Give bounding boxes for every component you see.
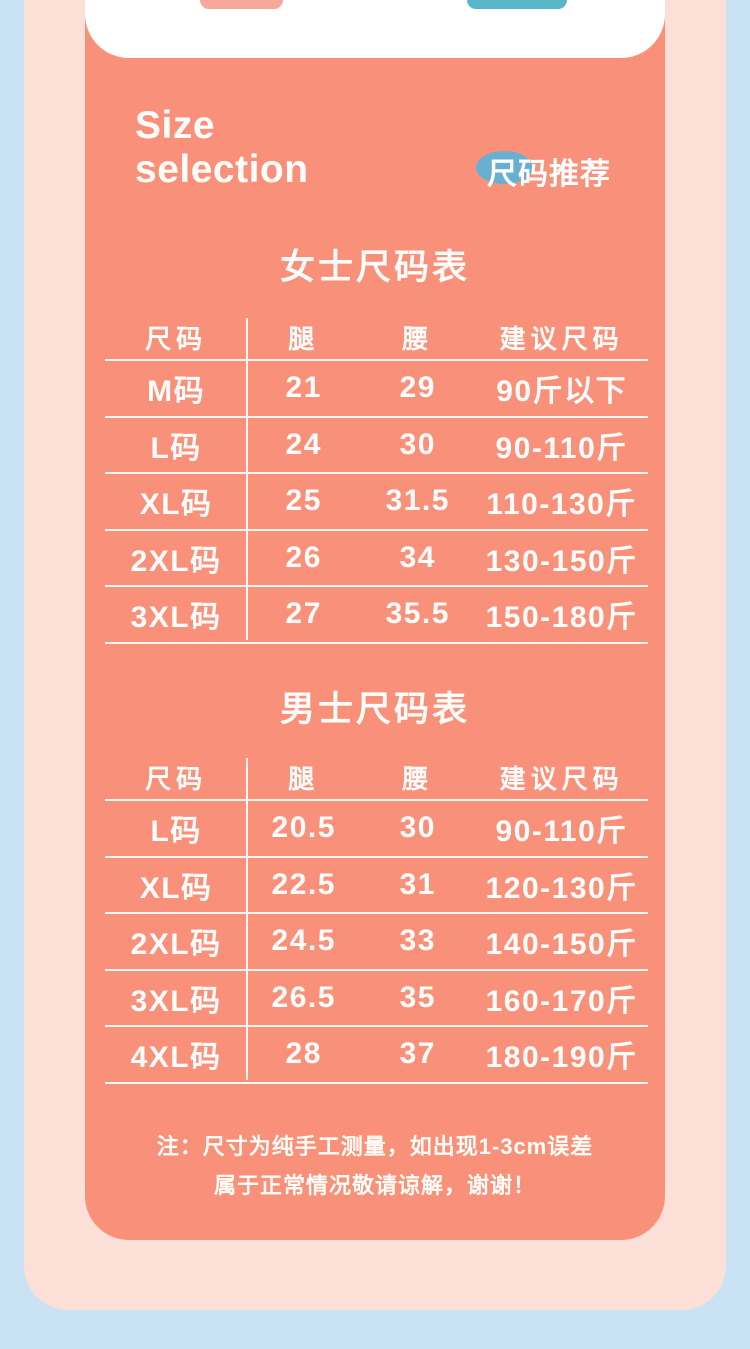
- table-cell: 3XL码: [130, 984, 222, 1018]
- table-cell: 34: [399, 540, 436, 574]
- table-header-row: 尺码 腿 腰 建议尺码: [105, 756, 648, 801]
- women-size-table: 尺码 腿 腰 建议尺码 M码 21 29 90斤以下 L码 24 30 90-1…: [105, 316, 648, 644]
- table-cell: 27: [285, 597, 322, 631]
- table-row: 2XL码 26 34 130-150斤: [105, 531, 648, 587]
- column-header: 腰: [402, 324, 434, 354]
- note-line2: 属于正常情况敬请谅解，谢谢！: [213, 1172, 536, 1198]
- note-line1: 注：尺寸为纯手工测量，如出现1-3cm误差: [156, 1134, 594, 1159]
- table-cell: 25: [285, 484, 322, 518]
- measurement-note: 注：尺寸为纯手工测量，如出现1-3cm误差 属于正常情况敬请谅解，谢谢！: [85, 1128, 665, 1205]
- table-cell: 31.5: [385, 484, 450, 518]
- table-cell: L码: [150, 815, 202, 849]
- table-cell: 140-150斤: [485, 928, 638, 962]
- table-cell: 2XL码: [130, 928, 222, 962]
- table-row: 3XL码 26.5 35 160-170斤: [105, 971, 648, 1027]
- table-row: L码 20.5 30 90-110斤: [105, 801, 648, 858]
- table-cell: 22.5: [271, 867, 336, 901]
- table-cell: 90斤以下: [496, 375, 628, 409]
- column-header: 尺码: [145, 764, 208, 794]
- table-cell: 120-130斤: [485, 871, 638, 905]
- table-cell: 24: [285, 427, 322, 461]
- women-table-title: 女士尺码表: [279, 248, 470, 287]
- size-recommend-badge: 尺码推荐: [487, 158, 611, 191]
- table-cell: 24.5: [271, 924, 336, 958]
- table-cell: 26.5: [271, 980, 336, 1014]
- column-header: 腿: [288, 764, 320, 794]
- table-cell: 150-180斤: [485, 601, 638, 635]
- table-row: XL码 25 31.5 110-130斤: [105, 474, 648, 531]
- table-cell: 31: [399, 867, 436, 901]
- table-cell: 90-110斤: [495, 431, 628, 465]
- table-cell: 21: [285, 371, 322, 405]
- page-title-line1: Size: [135, 104, 216, 147]
- table-cell: 26: [285, 540, 322, 574]
- table-row: 3XL码 27 35.5 150-180斤: [105, 587, 648, 644]
- table-cell: 35: [399, 980, 436, 1014]
- table-cell: 110-130斤: [486, 488, 637, 522]
- table-cell: XL码: [139, 488, 213, 522]
- table-row: XL码 22.5 31 120-130斤: [105, 858, 648, 914]
- table-cell: 29: [399, 371, 436, 405]
- table-cell: L码: [150, 431, 202, 465]
- table-cell: 2XL码: [130, 544, 222, 578]
- table-cell: XL码: [139, 871, 213, 905]
- table-cell: 4XL码: [130, 1041, 222, 1075]
- table-cell: 180-190斤: [485, 1041, 638, 1075]
- column-divider: [246, 758, 248, 1080]
- previous-card-bottom: [85, 0, 665, 58]
- table-cell: 33: [399, 924, 436, 958]
- table-cell: M码: [147, 375, 206, 409]
- table-row: 2XL码 24.5 33 140-150斤: [105, 914, 648, 971]
- column-header: 腰: [402, 764, 434, 794]
- table-cell: 30: [399, 811, 436, 845]
- table-cell: 20.5: [271, 811, 336, 845]
- pink-button-remnant: [200, 0, 283, 9]
- size-chart-card: [85, 0, 665, 1240]
- teal-button-remnant: [467, 0, 567, 9]
- table-cell: 90-110斤: [495, 815, 628, 849]
- table-cell: 130-150斤: [485, 544, 638, 578]
- table-cell: 160-170斤: [485, 984, 638, 1018]
- table-cell: 3XL码: [130, 601, 222, 635]
- table-cell: 37: [399, 1037, 436, 1071]
- column-header: 建议尺码: [499, 324, 624, 354]
- page-title: Size selection: [135, 104, 309, 191]
- column-divider: [246, 318, 248, 640]
- column-header: 腿: [288, 324, 320, 354]
- table-header-row: 尺码 腿 腰 建议尺码: [105, 316, 648, 361]
- column-header: 尺码: [145, 324, 208, 354]
- badge-ellipse-icon: [476, 151, 533, 184]
- column-header: 建议尺码: [499, 764, 624, 794]
- table-cell: 28: [285, 1037, 322, 1071]
- page-title-line2: selection: [135, 147, 309, 191]
- men-size-table: 尺码 腿 腰 建议尺码 L码 20.5 30 90-110斤 XL码 22.5 …: [105, 756, 648, 1084]
- table-cell: 30: [399, 427, 436, 461]
- table-row: M码 21 29 90斤以下: [105, 361, 648, 418]
- men-table-title: 男士尺码表: [279, 690, 470, 729]
- table-row: L码 24 30 90-110斤: [105, 418, 648, 474]
- table-cell: 35.5: [385, 597, 450, 631]
- table-row: 4XL码 28 37 180-190斤: [105, 1027, 648, 1084]
